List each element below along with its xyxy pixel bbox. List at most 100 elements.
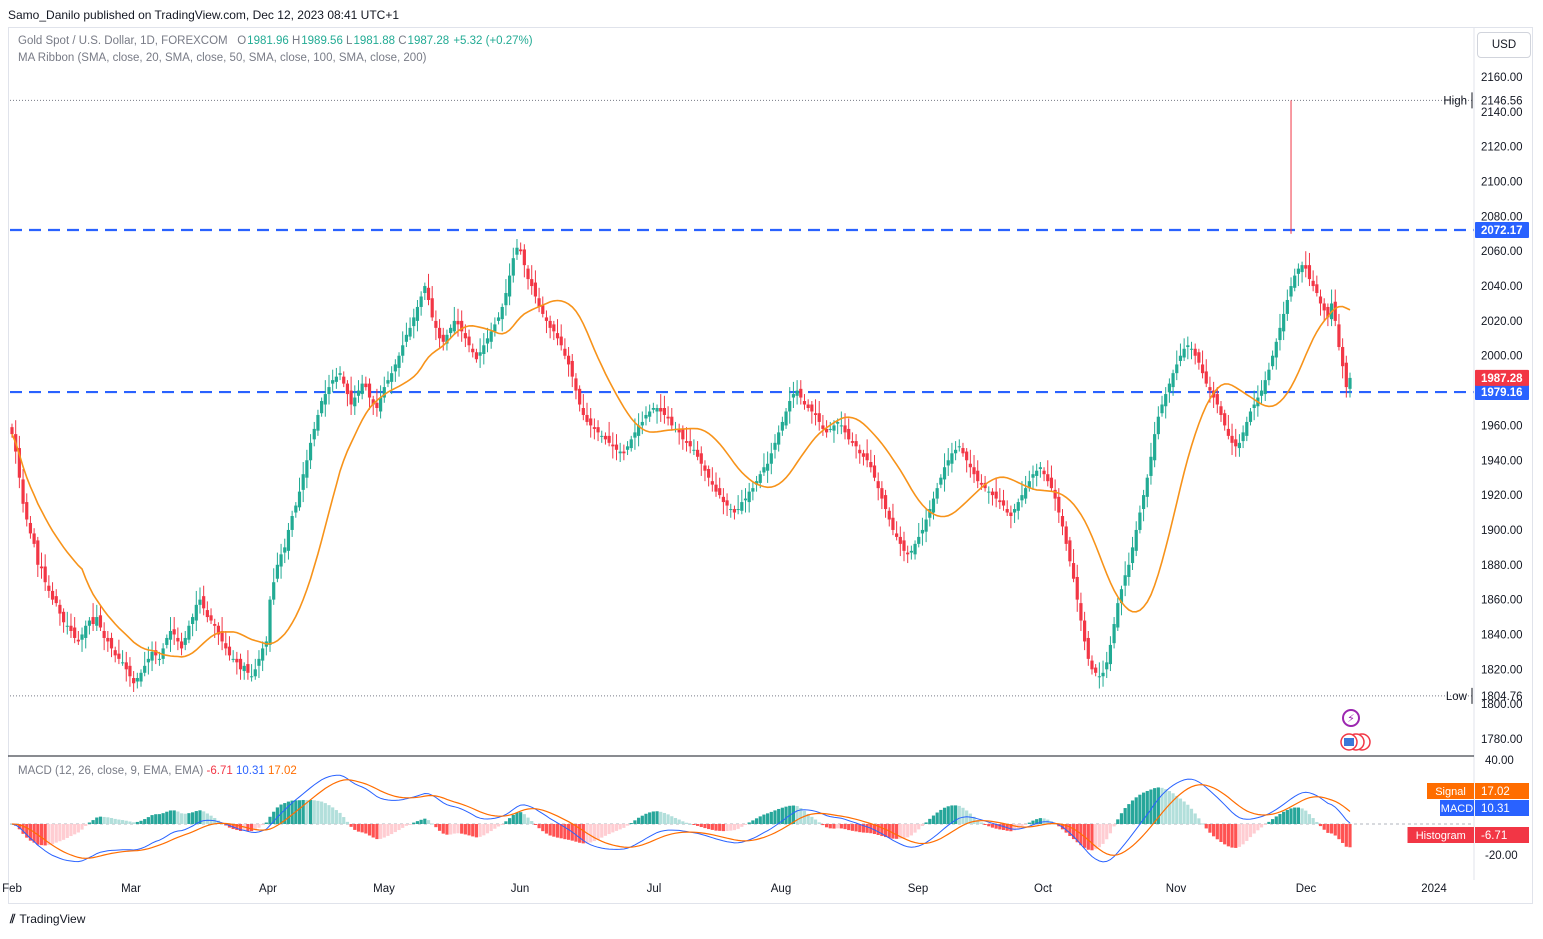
candle-body — [98, 615, 103, 628]
macd-histogram-bar — [327, 805, 331, 824]
macd-histogram-bar — [865, 824, 869, 833]
macd-histogram-bar — [924, 822, 928, 824]
macd-histogram-bar — [548, 824, 552, 836]
time-axis-label: 2024 — [1421, 883, 1447, 895]
candle-body — [209, 615, 213, 621]
candle-body — [666, 416, 670, 419]
candle-body — [401, 345, 405, 356]
macd-histogram-bar — [751, 820, 755, 824]
candle-body — [847, 428, 851, 440]
candle-body — [802, 401, 807, 405]
candle-body — [566, 355, 571, 365]
time-axis-label: Mar — [121, 883, 141, 895]
candle-body — [1293, 275, 1297, 288]
candle-body — [968, 463, 972, 468]
candle-body — [43, 566, 47, 583]
macd-histogram-bar — [109, 817, 114, 824]
candle-body — [423, 286, 427, 294]
macd-histogram-bar — [58, 824, 62, 842]
candle-body — [883, 495, 888, 510]
macd-histogram-bar — [633, 820, 637, 824]
candle-body — [1127, 564, 1131, 577]
candle-body — [839, 425, 843, 427]
candle-body — [950, 453, 954, 464]
candle-body — [570, 360, 574, 377]
macd-histogram-bar — [1097, 824, 1101, 848]
time-axis-label: Feb — [2, 883, 22, 895]
macd-signal-value: 17.02 — [267, 765, 297, 777]
candle-body — [872, 465, 877, 478]
macd-histogram-bar — [356, 824, 361, 832]
macd-histogram-bar — [847, 824, 851, 831]
candle-body — [714, 484, 718, 492]
candle-body — [397, 355, 401, 368]
macd-histogram-bar — [614, 824, 619, 831]
macd-histogram-bar — [931, 815, 936, 824]
time-axis-label: Dec — [1296, 883, 1317, 895]
candle-body — [788, 401, 792, 412]
macd-histogram-bar — [334, 810, 338, 824]
candle-body — [633, 432, 637, 438]
macd-histogram-bar — [419, 819, 423, 824]
lightning-icon[interactable] — [1342, 709, 1360, 727]
candle-body — [1153, 434, 1157, 461]
candle-body — [452, 320, 456, 332]
candle-body — [511, 258, 515, 276]
lightning-glyph: ⚡ — [1347, 713, 1355, 725]
candle-body — [176, 637, 180, 642]
event-icons[interactable]: ⚡ — [1340, 709, 1371, 751]
macd-histogram-bar — [839, 824, 843, 829]
candle-body — [732, 509, 737, 513]
macd-histogram-bar — [990, 824, 995, 828]
macd-histogram-bar — [80, 824, 84, 830]
macd-histogram-bar — [412, 822, 416, 824]
macd-histogram-bar — [1112, 824, 1116, 827]
footer-logo[interactable]: ⫽ TradingView — [10, 912, 85, 927]
chart-frame — [8, 27, 1533, 904]
candle-body — [316, 414, 320, 431]
candle-body — [1141, 495, 1146, 510]
macd-histogram-bar — [305, 800, 309, 824]
macd-histogram-bar — [1326, 824, 1330, 833]
macd-histogram-bar — [128, 821, 132, 824]
macd-histogram-bar — [710, 824, 714, 830]
macd-badge-value: 17.02 — [1481, 786, 1510, 798]
candle-body — [611, 444, 615, 447]
candle-body — [1186, 345, 1190, 348]
currency-button[interactable]: USD — [1477, 32, 1531, 58]
candle-body — [1112, 624, 1116, 644]
macd-histogram-bar — [891, 824, 895, 839]
candle-body — [261, 648, 265, 661]
macd-histogram-bar — [754, 818, 759, 824]
candle-body — [537, 298, 541, 307]
macd-histogram-bar — [139, 820, 143, 824]
macd-histogram-bar — [828, 824, 832, 829]
candle-body — [1245, 421, 1249, 436]
candle-body — [618, 451, 622, 454]
candle-body — [1101, 672, 1105, 677]
macd-histogram-bar — [644, 813, 648, 824]
price-tick-label: 1880.00 — [1481, 560, 1523, 572]
macd-histogram-bar — [1263, 824, 1267, 825]
signal-line — [11, 779, 1351, 859]
candle-body — [1208, 387, 1212, 391]
price-tick-label: 1920.00 — [1481, 490, 1523, 502]
candle-body — [117, 653, 121, 659]
time-axis-label: May — [373, 883, 395, 895]
macd-histogram-bar — [308, 799, 313, 824]
macd-histogram-bar — [596, 824, 600, 840]
macd-histogram-bar — [165, 811, 169, 824]
candle-body — [168, 630, 173, 640]
candle-body — [1307, 265, 1312, 280]
macd-histogram-bar — [28, 824, 33, 841]
candle-body — [684, 441, 689, 443]
macd-histogram-bar — [286, 801, 291, 824]
candle-body — [972, 467, 976, 475]
candle-body — [629, 439, 633, 449]
candle-body — [1138, 512, 1142, 530]
candle-body — [710, 481, 714, 485]
candle-body — [747, 491, 751, 503]
marker-value: 1804.76 — [1481, 691, 1523, 703]
macd-histogram-bar — [423, 818, 427, 824]
